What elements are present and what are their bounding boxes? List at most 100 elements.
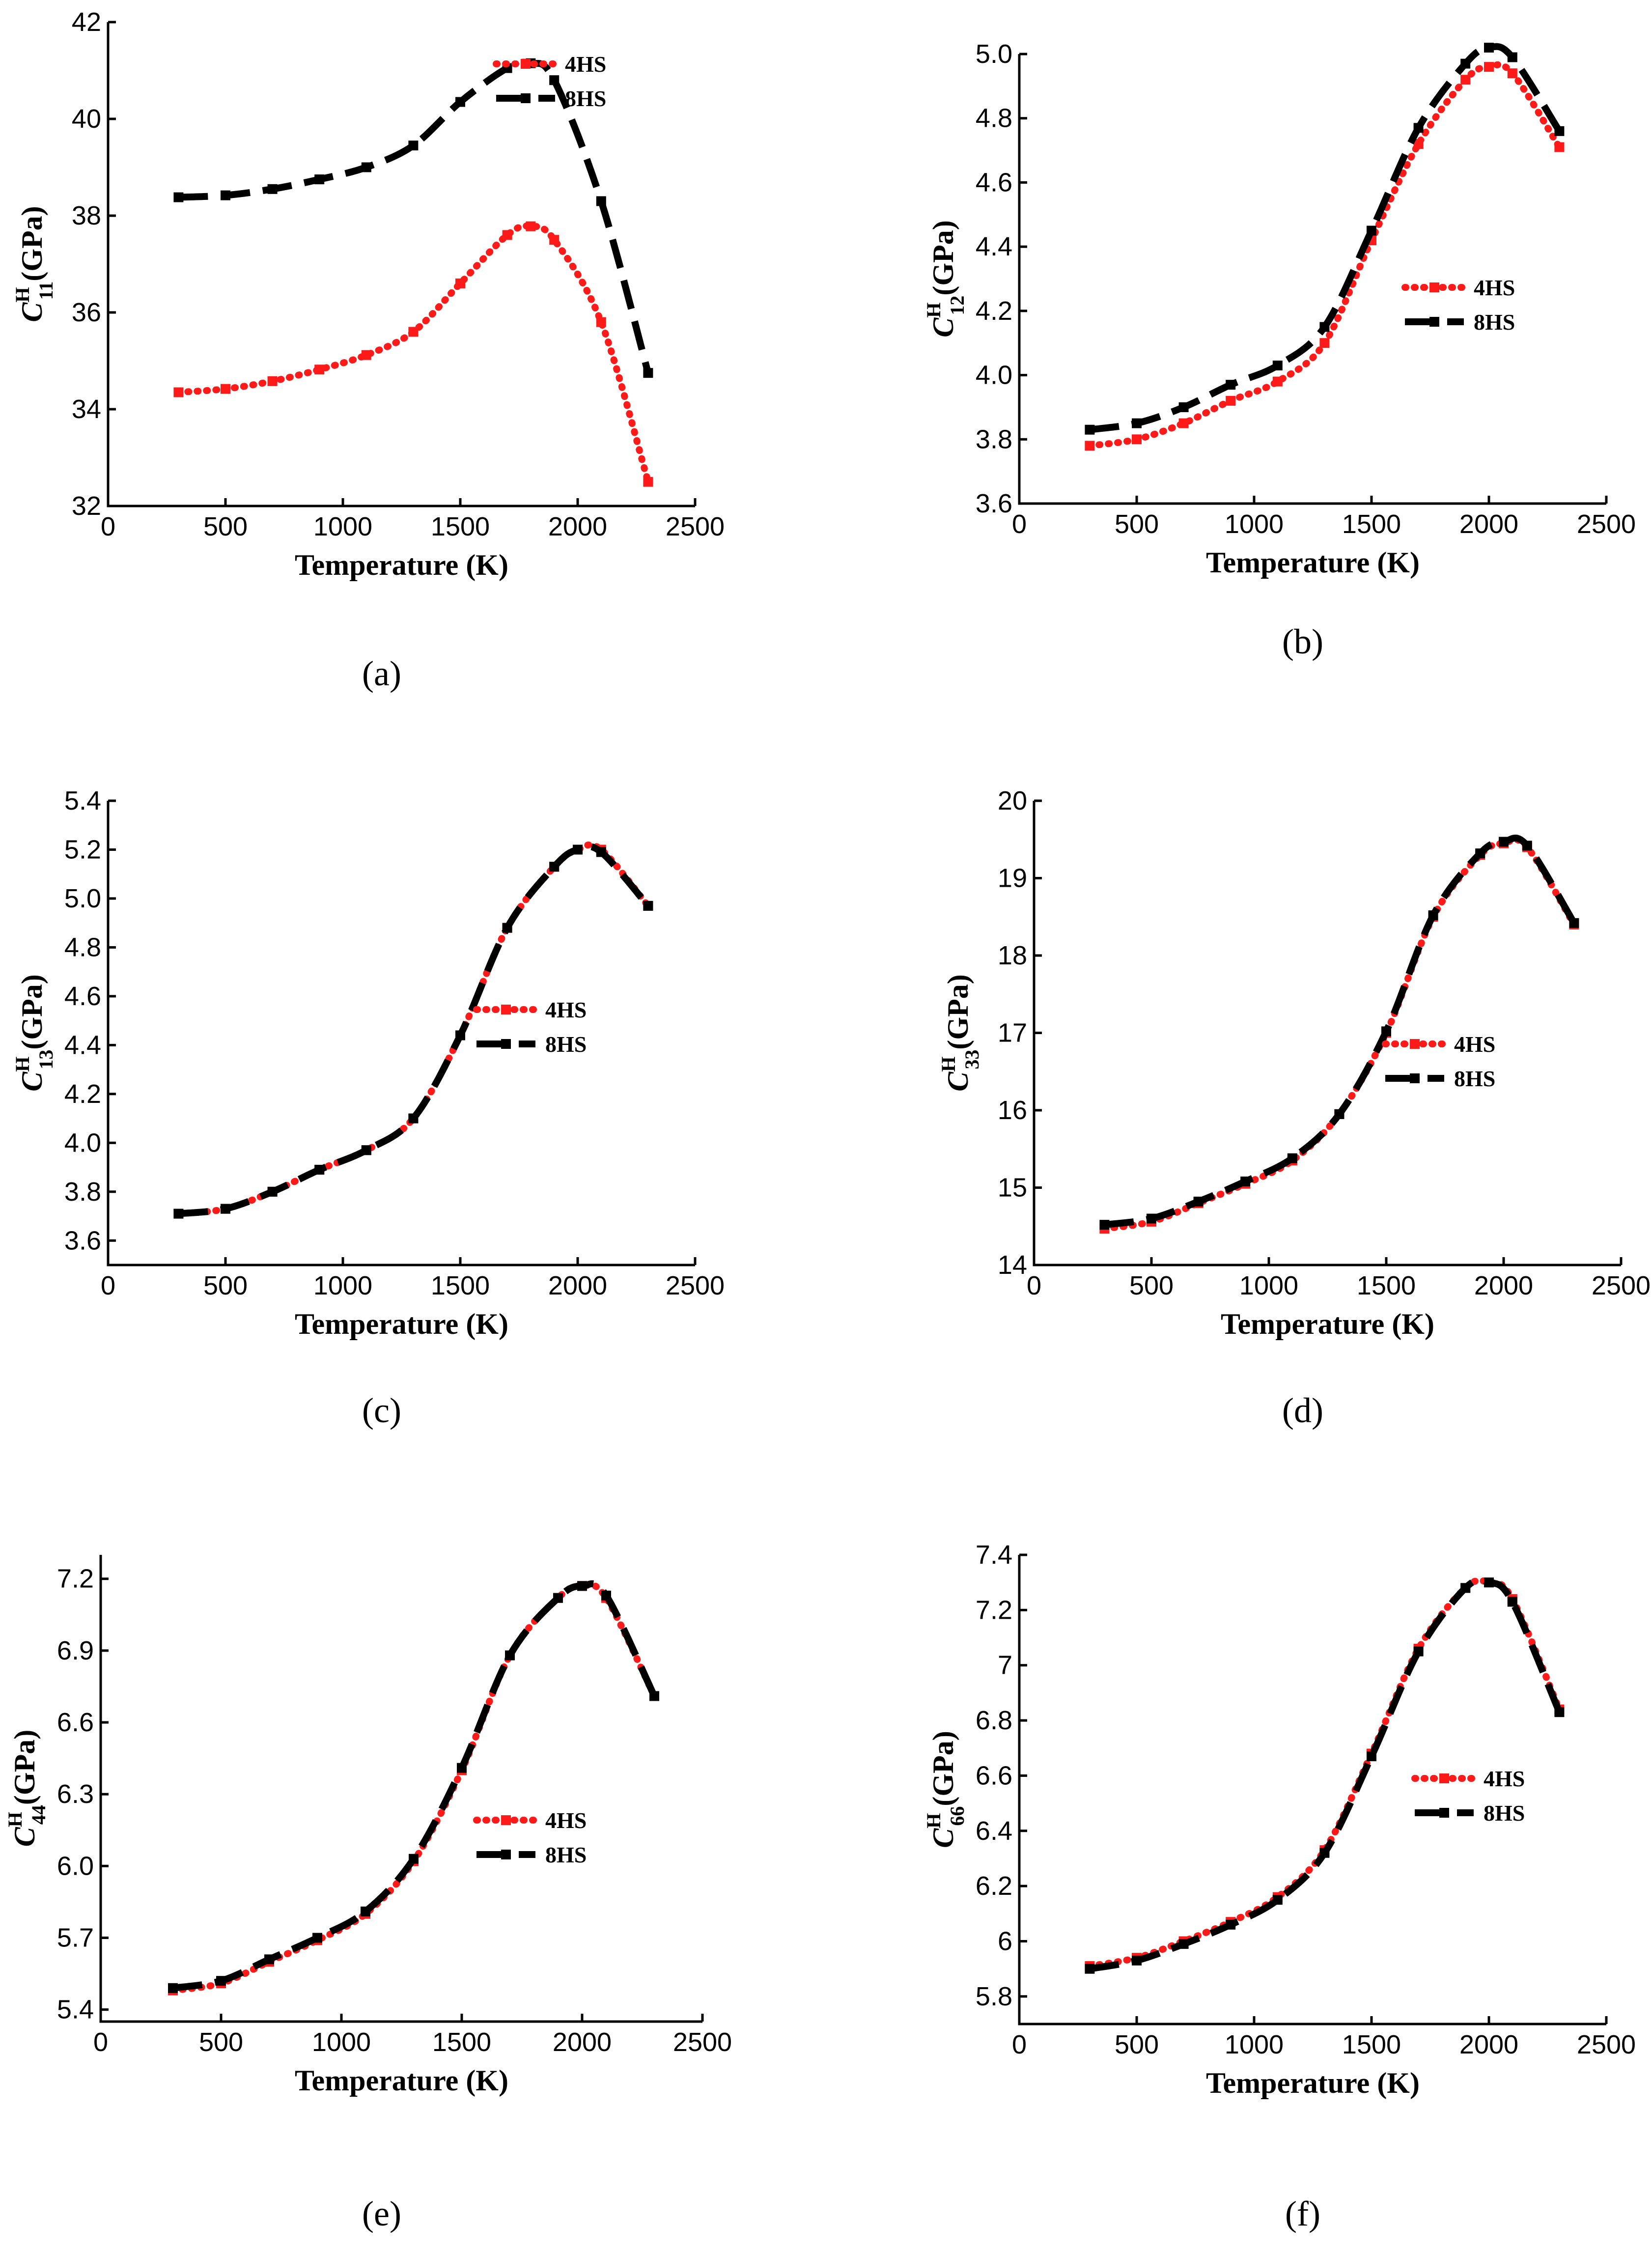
chart-2-y-tick-label: 3.6 [976, 489, 1012, 518]
chart-5-x-tick-label: 500 [199, 2027, 243, 2057]
chart-3-y-tick-label: 4.8 [64, 932, 101, 962]
chart-6-legend-marker-8HS [1439, 1808, 1449, 1818]
chart-2-x-tick-label: 0 [1012, 509, 1027, 539]
chart-5-x-label: Temperature (K) [295, 2064, 508, 2097]
chart-1-point-4HS [314, 365, 325, 375]
chart-4-point-8HS [1334, 1109, 1344, 1119]
chart-6-point-8HS [1554, 1707, 1565, 1717]
chart-5-point-8HS [553, 1593, 563, 1603]
chart-1-point-4HS [643, 477, 653, 487]
chart-6-point-8HS [1460, 1583, 1471, 1593]
chart-3-legend-marker-4HS [501, 1005, 511, 1014]
chart-4-y-tick-label: 15 [998, 1173, 1027, 1203]
chart-4-series-4HS [1101, 836, 1578, 1232]
chart-3-point-8HS [455, 1030, 465, 1041]
chart-5-point-8HS [312, 1933, 322, 1943]
chart-6-x-tick-label: 2500 [1577, 2030, 1636, 2059]
chart-2-y-tick-label: 4.2 [976, 296, 1012, 326]
chart-1-point-8HS [173, 192, 184, 202]
chart-5-caption: (e) [362, 2194, 401, 2233]
chart-3-point-8HS [314, 1165, 325, 1175]
chart-3: 0 500 1000 1500 2000 2500 3.6 3.8 4.0 4.2 4.4 4.6 4.… [11, 786, 725, 1430]
chart-2-x-tick-label: 1000 [1225, 509, 1284, 539]
chart-3-y-tick-label: 3.8 [64, 1177, 101, 1207]
chart-3-point-8HS [173, 1209, 184, 1219]
chart-4-point-8HS [1428, 910, 1438, 921]
chart-3-y-label: CH13(GPa) [11, 974, 57, 1091]
chart-4-y-tick-label: 16 [998, 1096, 1027, 1125]
chart-5: 0 500 1000 1500 2000 2500 5.4 5.7 6.0 6.3 6.6 6.9 7.… [4, 1555, 732, 2233]
chart-6-legend-label-8HS: 8HS [1484, 1800, 1525, 1826]
chart-6-x-tick-label: 1000 [1225, 2030, 1284, 2059]
chart-1-axes [107, 22, 695, 507]
chart-4-point-8HS [1240, 1176, 1251, 1186]
chart-5-axes [99, 1555, 702, 2023]
chart-4-point-8HS [1522, 841, 1532, 851]
chart-2-x-tick-label: 2000 [1459, 509, 1518, 539]
chart-5-point-8HS [505, 1650, 515, 1660]
chart-6-point-8HS [1132, 1955, 1142, 1966]
chart-4-x-tick-label: 2500 [1592, 1271, 1651, 1300]
chart-6-point-8HS [1085, 1964, 1095, 1974]
chart-2-y-tick-label: 4.4 [976, 232, 1012, 261]
chart-6-y-tick-label: 6.6 [976, 1761, 1012, 1790]
chart-2-point-8HS [1132, 418, 1142, 428]
chart-6-y-tick-label: 7.2 [976, 1595, 1012, 1625]
chart-6-point-8HS [1226, 1919, 1236, 1930]
chart-1-y-tick-label: 34 [72, 394, 101, 424]
chart-2-x-tick-label: 1500 [1342, 509, 1401, 539]
chart-2-point-4HS [1085, 441, 1095, 451]
chart-6-y-tick-label: 6.2 [976, 1871, 1012, 1901]
chart-6-y-tick-label: 6.8 [976, 1706, 1012, 1735]
chart-1-x-tick-label: 500 [203, 512, 248, 541]
chart-6-legend-marker-4HS [1439, 1773, 1449, 1783]
chart-5-legend-marker-8HS [501, 1850, 511, 1859]
chart-1-point-4HS [361, 350, 371, 360]
chart-6-point-8HS [1319, 1848, 1330, 1858]
chart-2-point-8HS [1178, 402, 1189, 412]
chart-4-y-tick-label: 19 [998, 864, 1027, 893]
chart-4-x-tick-label: 0 [1027, 1271, 1041, 1300]
chart-4-x-tick-label: 1000 [1239, 1271, 1298, 1300]
chart-6-y-tick-label: 7 [998, 1651, 1012, 1680]
chart-1-point-4HS [173, 387, 184, 397]
chart-4-legend-label-4HS: 4HS [1454, 1032, 1495, 1057]
chart-1-point-8HS [314, 174, 325, 185]
chart-4-legend-label-8HS: 8HS [1454, 1066, 1495, 1091]
chart-5-y-tick-label: 7.2 [57, 1564, 94, 1594]
chart-2-legend-label-4HS: 4HS [1474, 275, 1515, 300]
chart-4-point-8HS [1193, 1196, 1204, 1207]
chart-5-point-8HS [577, 1581, 587, 1591]
chart-4-x-label: Temperature (K) [1221, 1308, 1434, 1340]
chart-5-x-tick-label: 0 [93, 2027, 108, 2057]
chart-1-point-4HS [502, 230, 512, 240]
chart-3-point-8HS [267, 1186, 278, 1197]
chart-1-legend-marker-8HS [521, 93, 531, 103]
chart-1-point-8HS [408, 141, 419, 151]
chart-2-point-8HS [1484, 42, 1494, 53]
chart-5-y-tick-label: 6.6 [57, 1708, 94, 1737]
chart-1-point-8HS [455, 97, 465, 107]
chart-1-caption: (a) [362, 654, 401, 693]
chart-3-point-8HS [643, 900, 653, 911]
chart-1-point-8HS [549, 75, 560, 85]
chart-4-x-tick-label: 2000 [1474, 1271, 1533, 1300]
chart-4-point-8HS [1287, 1153, 1297, 1163]
chart-2-point-4HS [1484, 62, 1494, 72]
chart-4-y-tick-label: 18 [998, 941, 1027, 970]
chart-4-x-tick-label: 1500 [1357, 1271, 1416, 1300]
chart-2: 0 500 1000 1500 2000 2500 3.6 3.8 4.0 4.2 4.4 4.6 4.… [923, 39, 1636, 661]
chart-2-point-8HS [1554, 126, 1565, 136]
chart-1-point-4HS [596, 317, 606, 327]
chart-2-point-4HS [1554, 142, 1565, 152]
chart-1-legend-label-8HS: 8HS [565, 86, 606, 111]
chart-1-legend-marker-4HS [521, 59, 531, 69]
chart-3-legend-label-8HS: 8HS [545, 1032, 587, 1057]
chart-2-y-tick-label: 5.0 [976, 39, 1012, 69]
chart-3-y-tick-label: 4.6 [64, 982, 101, 1011]
chart-1-point-8HS [221, 190, 230, 200]
chart-2-series-8HS [1089, 43, 1563, 433]
chart-4-point-8HS [1381, 1026, 1391, 1037]
chart-5-point-8HS [409, 1854, 419, 1864]
